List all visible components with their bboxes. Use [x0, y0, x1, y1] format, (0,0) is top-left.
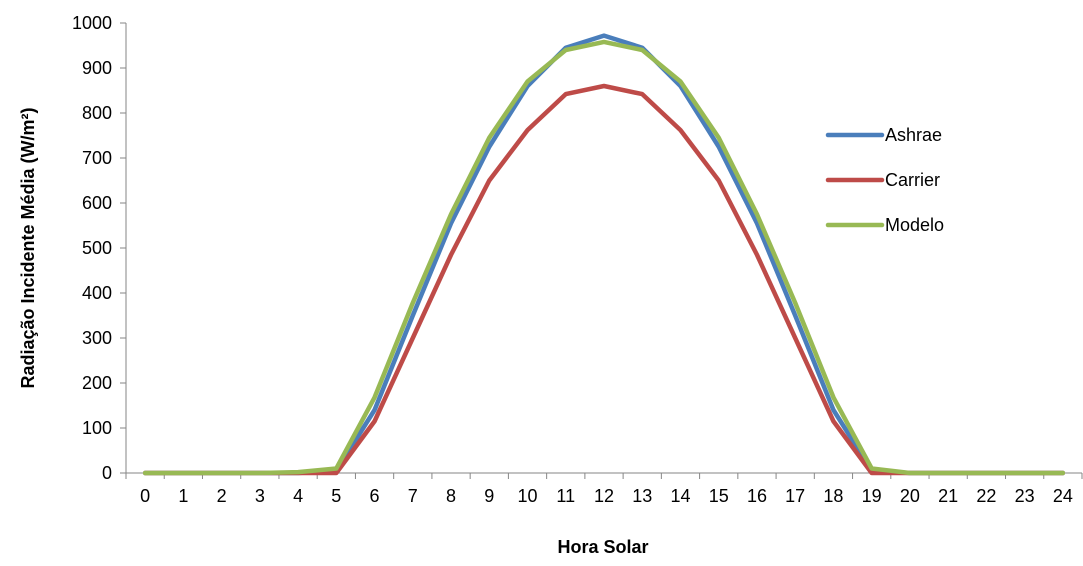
legend-label-carrier: Carrier	[885, 170, 940, 190]
x-tick-label: 1	[178, 486, 188, 506]
y-tick-label: 800	[82, 103, 112, 123]
y-tick-label: 500	[82, 238, 112, 258]
x-tick-label: 22	[976, 486, 996, 506]
x-tick-label: 17	[785, 486, 805, 506]
y-tick-label: 200	[82, 373, 112, 393]
series-line-modelo	[142, 39, 1066, 476]
x-tick-label: 9	[484, 486, 494, 506]
x-tick-label: 15	[709, 486, 729, 506]
y-tick-label: 400	[82, 283, 112, 303]
x-tick-label: 16	[747, 486, 767, 506]
x-tick-label: 6	[370, 486, 380, 506]
legend: Ashrae Carrier Modelo	[825, 125, 944, 235]
y-tick-label: 1000	[72, 13, 112, 33]
x-tick-label: 4	[293, 486, 303, 506]
x-tick-label: 10	[518, 486, 538, 506]
y-tick-label: 900	[82, 58, 112, 78]
x-tick-label: 14	[670, 486, 690, 506]
x-tick-label: 24	[1053, 486, 1073, 506]
legend-label-modelo: Modelo	[885, 215, 944, 235]
x-tick-label: 3	[255, 486, 265, 506]
series-line-ashrae	[142, 33, 1066, 476]
x-tick-label: 13	[632, 486, 652, 506]
x-tick-label: 11	[556, 486, 575, 506]
y-tick-label: 0	[102, 463, 112, 483]
x-tick-label: 18	[823, 486, 843, 506]
y-tick-label: 100	[82, 418, 112, 438]
y-tick-label: 700	[82, 148, 112, 168]
x-tick-label: 23	[1015, 486, 1035, 506]
x-tick-label: 2	[217, 486, 227, 506]
legend-label-ashrae: Ashrae	[885, 125, 942, 145]
series-lines	[142, 33, 1066, 476]
x-tick-label: 7	[408, 486, 418, 506]
x-tick-label: 0	[140, 486, 150, 506]
y-tick-label: 300	[82, 328, 112, 348]
x-axis-title: Hora Solar	[557, 537, 648, 557]
x-tick-label: 5	[331, 486, 341, 506]
x-tick-label: 12	[594, 486, 614, 506]
x-tick-label: 8	[446, 486, 456, 506]
x-tick-label: 20	[900, 486, 920, 506]
x-tick-label: 19	[862, 486, 882, 506]
y-axis-title: Radiação Incidente Média (W/m²)	[18, 107, 38, 388]
x-tick-label: 21	[938, 486, 958, 506]
y-tick-label: 600	[82, 193, 112, 213]
